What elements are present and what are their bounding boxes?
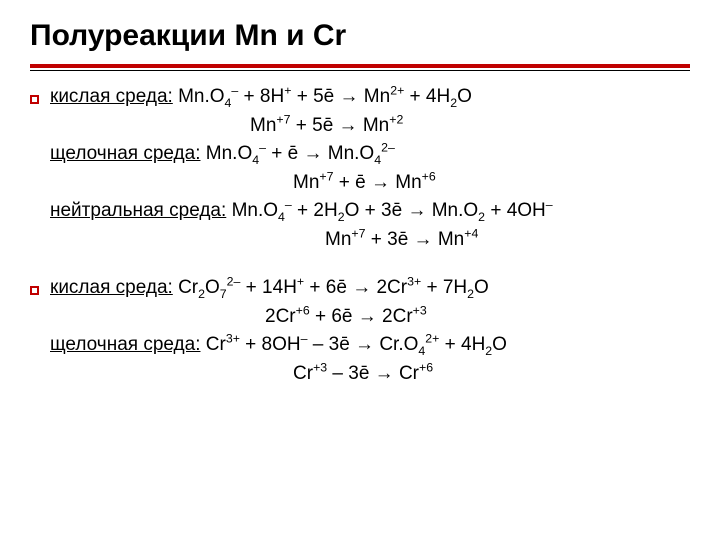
mn-acidic-sub: Mn+7 + 5ē → Mn+2 bbox=[50, 112, 403, 141]
label-acidic-cr: кислая среда: bbox=[50, 274, 173, 303]
cr-acidic-main: Cr2O72– + 14H+ + 6ē → 2Cr3+ + 7H2O bbox=[178, 274, 489, 303]
content-area: кислая среда: Mn.O4– + 8H+ + 5ē → Mn2+ +… bbox=[30, 83, 690, 388]
cr-basic-sub-row: Cr+3 – 3ē → Cr+6 bbox=[30, 360, 690, 389]
bullet-icon bbox=[30, 95, 39, 104]
divider-accent bbox=[30, 64, 690, 68]
slide: Полуреакции Mn и Cr кислая среда: Mn.O4–… bbox=[0, 0, 720, 540]
mn-block: кислая среда: Mn.O4– + 8H+ + 5ē → Mn2+ +… bbox=[30, 83, 690, 254]
mn-neutral-main: Mn.O4– + 2H2O + 3ē → Mn.O2 + 4OH– bbox=[232, 197, 553, 226]
cr-basic-main: Cr3+ + 8OH– – 3ē → Cr.O42+ + 4H2O bbox=[206, 331, 507, 360]
mn-neutral-sub-row: Mn+7 + 3ē → Mn+4 bbox=[30, 226, 690, 255]
mn-neutral-sub: Mn+7 + 3ē → Mn+4 bbox=[50, 226, 478, 255]
label-basic: щелочная среда: bbox=[50, 140, 200, 169]
mn-basic-row: щелочная среда: Mn.O4– + ē → Mn.O42– bbox=[30, 140, 690, 169]
label-acidic: кислая среда: bbox=[50, 83, 173, 112]
mn-basic-sub-row: Mn+7 + ē → Mn+6 bbox=[30, 169, 690, 198]
mn-basic-sub: Mn+7 + ē → Mn+6 bbox=[50, 169, 436, 198]
mn-basic-main: Mn.O4– + ē → Mn.O42– bbox=[206, 140, 395, 169]
cr-acidic-sub: 2Cr+6 + 6ē → 2Cr+3 bbox=[50, 303, 427, 332]
mn-acidic-sub-row: Mn+7 + 5ē → Mn+2 bbox=[30, 112, 690, 141]
mn-acidic-row: кислая среда: Mn.O4– + 8H+ + 5ē → Mn2+ +… bbox=[30, 83, 690, 112]
cr-basic-sub: Cr+3 – 3ē → Cr+6 bbox=[50, 360, 433, 389]
cr-acidic-sub-row: 2Cr+6 + 6ē → 2Cr+3 bbox=[30, 303, 690, 332]
cr-basic-row: щелочная среда: Cr3+ + 8OH– – 3ē → Cr.O4… bbox=[30, 331, 690, 360]
cr-acidic-row: кислая среда: Cr2O72– + 14H+ + 6ē → 2Cr3… bbox=[30, 274, 690, 303]
mn-neutral-row: нейтральная среда: Mn.O4– + 2H2O + 3ē → … bbox=[30, 197, 690, 226]
title-divider bbox=[30, 60, 690, 71]
label-neutral: нейтральная среда: bbox=[50, 197, 226, 226]
mn-acidic-main: Mn.O4– + 8H+ + 5ē → Mn2+ + 4H2O bbox=[178, 83, 472, 112]
label-basic-cr: щелочная среда: bbox=[50, 331, 200, 360]
bullet-icon bbox=[30, 286, 39, 295]
divider-line bbox=[30, 70, 690, 71]
page-title: Полуреакции Mn и Cr bbox=[30, 18, 690, 54]
cr-block: кислая среда: Cr2O72– + 14H+ + 6ē → 2Cr3… bbox=[30, 274, 690, 388]
